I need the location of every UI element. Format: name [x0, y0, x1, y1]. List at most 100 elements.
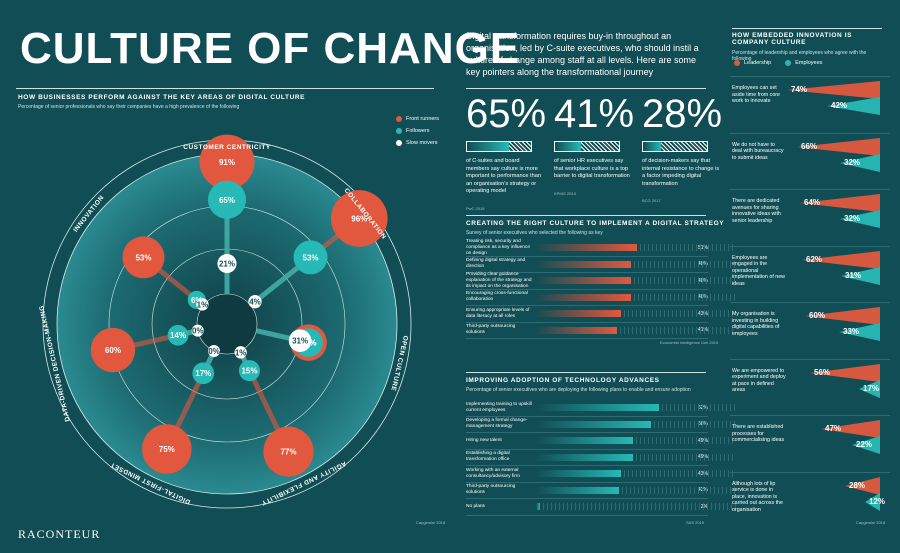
bar-track — [535, 277, 736, 285]
innovation-row: We are empowered to experiment and deplo… — [730, 358, 890, 416]
innovation-label: Employees can set aside time from core w… — [732, 85, 780, 105]
stat-bar-fill — [467, 142, 509, 151]
stat-source: KPMG 2019 — [554, 190, 576, 196]
slow-mover-bubble — [191, 324, 204, 337]
legend-employees: Employees — [785, 60, 822, 66]
bar-track — [535, 260, 736, 268]
bar-hatch — [637, 244, 736, 252]
leadership-triangle — [787, 81, 880, 99]
bar-hatch — [651, 420, 736, 428]
bar-fill — [535, 404, 660, 412]
leadership-value: 74% — [791, 85, 808, 94]
slow-label: 0% — [192, 327, 204, 336]
employee-triangle — [840, 210, 880, 228]
legend-label: Followers — [406, 128, 430, 134]
innovation-legend: Leadership Employees — [734, 60, 822, 66]
legend-follow: Followers — [396, 128, 439, 134]
bar-track — [535, 420, 736, 428]
stat-bar — [642, 141, 708, 152]
innovation-row: There are dedicated avenues for sharing … — [730, 189, 890, 246]
employee-triangle — [840, 153, 880, 172]
bar-row: Implementing training to upskill current… — [466, 400, 736, 417]
bar-row: Ensuring appropriate levels of data lite… — [466, 306, 736, 323]
employee-value: 17% — [863, 383, 880, 393]
bar-fill — [535, 244, 638, 252]
leadership-triangle — [810, 363, 880, 382]
bar-fill — [535, 420, 652, 428]
follower-bubble — [293, 240, 328, 275]
left-heading: HOW BUSINESSES PERFORM AGAINST THE KEY A… — [18, 94, 306, 101]
strategy-footnote: Economist Intelligence Unit 2019 — [660, 340, 719, 345]
innovation-label: There are dedicated avenues for sharing … — [732, 198, 781, 224]
innovation-label: My organisation is investing in building… — [732, 311, 780, 337]
adoption-rule — [466, 372, 706, 373]
stat-bar-fill — [555, 142, 582, 151]
innovation-label: We are empowered to experiment and deplo… — [732, 367, 786, 394]
bar-row: No plans 2% — [466, 499, 736, 516]
legend-label: Front runners — [406, 116, 440, 122]
strategy-subheading: Survey of senior executives who selected… — [466, 230, 603, 236]
innovation-shapes — [810, 363, 880, 398]
adoption-heading: IMPROVING ADOPTION OF TECHNOLOGY ADVANCE… — [466, 377, 660, 384]
bar-hatch — [633, 453, 736, 461]
bar-label: Defining digital strategy and direction — [466, 258, 526, 270]
employee-triangle — [852, 436, 880, 454]
leadership-value: 56% — [814, 367, 831, 377]
raconteur-logo: RACONTEUR — [18, 527, 101, 541]
bar-hatch — [631, 277, 736, 285]
strategy-heading: CREATING THE RIGHT CULTURE TO IMPLEMENT … — [466, 220, 725, 227]
bar-label: Developing a formal change- management s… — [466, 418, 528, 430]
innovation-row: We do not have to deal with bureaucracy … — [730, 132, 890, 190]
stat-bar-fill — [643, 142, 661, 151]
front-runner-bubble — [142, 424, 192, 474]
adoption-footnote: SAS 2019 — [686, 520, 705, 525]
employee-triangle — [859, 379, 880, 398]
bar-label: Encouraging cross-functional collaborati… — [466, 291, 528, 303]
stat-card: 41% of senior HR executives say that wor… — [554, 92, 634, 211]
innovation-shapes — [821, 420, 880, 454]
strategy-list: Treating risk, security and compliance a… — [466, 239, 736, 339]
bar-row: Encouraging cross-functional collaborati… — [466, 290, 736, 306]
bar-track — [535, 326, 736, 334]
legend-swatch-slow — [396, 140, 402, 146]
front-label: 60% — [105, 346, 121, 355]
bar-fill — [535, 260, 632, 268]
slow-mover-bubble — [288, 329, 312, 352]
front-runner-bubble — [122, 236, 165, 279]
stat-card: 65% of C-suites and board members say cu… — [466, 92, 546, 211]
bar-track — [535, 293, 736, 301]
leadership-triangle — [797, 137, 880, 156]
innovation-row: Employees are engaged in the operational… — [730, 245, 890, 303]
leadership-triangle — [821, 420, 880, 438]
category-label: CUSTOMER CENTRICITY — [183, 144, 271, 151]
bar-row: Establishing a digital transformation of… — [466, 450, 736, 466]
leadership-value: 66% — [801, 141, 818, 151]
front-label: 53% — [135, 253, 151, 262]
innovation-footnote: Capgemini 2018 — [856, 520, 886, 525]
leadership-triangle — [805, 307, 880, 325]
bar-label: Working with an external consultancy/adv… — [466, 467, 520, 479]
bar-row: Third-party outsourcing solutions 41% — [466, 323, 736, 339]
bar-hatch — [659, 404, 736, 412]
innovation-row: Employees can set aside time from core w… — [730, 76, 890, 133]
legend-swatch-employees — [785, 60, 792, 66]
employee-value: 31% — [845, 270, 862, 280]
adoption-list: Implementing training to upskill current… — [466, 400, 736, 516]
front-label: 75% — [159, 445, 175, 454]
slow-label: 1% — [197, 300, 209, 309]
leadership-value: 64% — [804, 198, 821, 207]
bar-track — [535, 470, 736, 478]
follow-label: 15% — [241, 367, 257, 376]
stat-card: 28% of decision-makers say that internal… — [642, 92, 722, 211]
bar-track — [535, 503, 736, 511]
front-label: 37% — [301, 339, 317, 348]
strategy-rule — [466, 215, 706, 216]
leadership-triangle — [802, 250, 880, 269]
follow-label: 53% — [303, 253, 319, 262]
stat-source: PwC 2018 — [466, 205, 485, 211]
bar-hatch — [621, 470, 736, 478]
slow-label: 31% — [292, 337, 308, 346]
leadership-value: 28% — [849, 480, 866, 490]
bar-fill — [535, 310, 622, 318]
legend-swatch-leadership — [734, 60, 740, 66]
